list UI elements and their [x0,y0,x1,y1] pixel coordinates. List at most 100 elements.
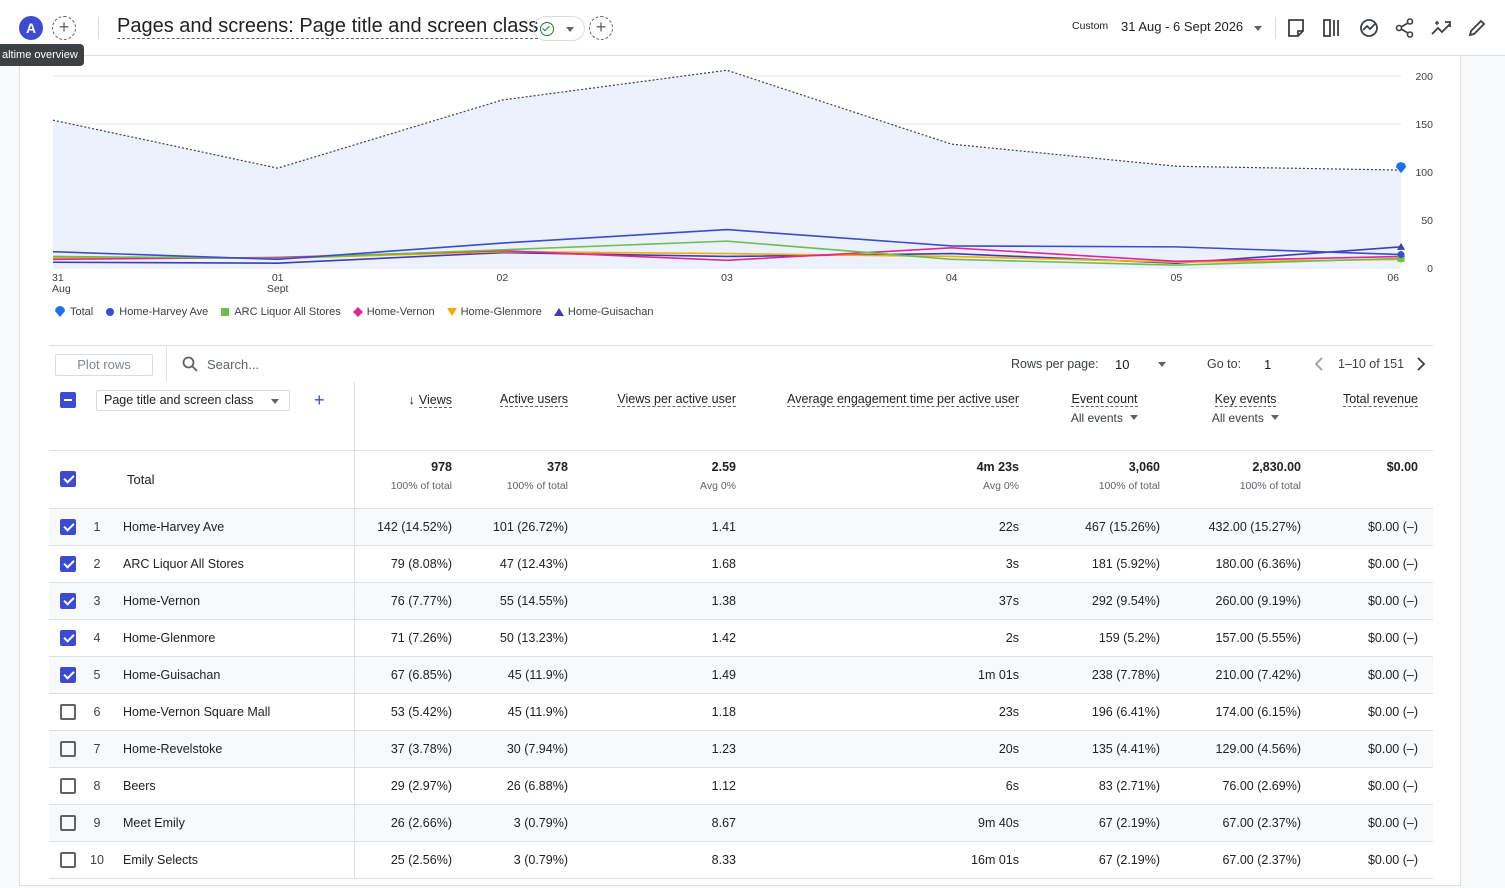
y-tick-label: 200 [1415,71,1433,83]
plot-rows-button[interactable]: Plot rows [55,354,153,376]
chevron-down-icon[interactable] [1158,362,1166,367]
avatar[interactable]: A [19,16,43,40]
total-events-sub: 100% of total [1098,479,1160,492]
series-line[interactable] [52,247,1402,263]
key-events-header[interactable]: Key events All events [1175,382,1316,451]
event-count-filter[interactable]: All events [1034,411,1175,425]
row-index: 5 [85,656,109,694]
legend-item[interactable]: Home-Guisachan [553,306,653,318]
views-per-user-cell: 8.67 [583,804,751,842]
page-title-cell[interactable]: Home-Vernon Square Mall [109,693,355,731]
page-title[interactable]: Pages and screens: Page title and screen… [117,15,539,39]
row-checkbox[interactable] [60,592,76,609]
page-title-cell[interactable]: Beers [109,767,355,805]
goto-input[interactable]: 1 [1264,357,1272,372]
row-checkbox[interactable] [60,518,76,535]
legend-label: Home-Vernon [366,306,435,318]
table-row[interactable]: 2 ARC Liquor All Stores 79 (8.08%) 47 (12.4… [49,545,1433,583]
series-line[interactable] [52,228,1402,261]
row-checkbox[interactable] [60,666,76,683]
event-count-cell: 292 (9.54%) [1034,582,1175,620]
series-end-marker [1397,242,1405,250]
revenue-header[interactable]: Total revenue [1316,382,1433,451]
total-aet-value: 4m 23s [976,459,1019,474]
table-row[interactable]: 4 Home-Glenmore 71 (7.26%) 50 (13.23%) 1.42 2… [49,619,1433,657]
table-row[interactable]: 1 Home-Harvey Ave 142 (14.52%) 101 (26.72%)… [49,508,1433,546]
dimension-select[interactable]: Page title and screen class [96,390,290,411]
table-row[interactable]: 10 Emily Selects 25 (2.56%) 3 (0.79%) 8.33 16… [49,841,1433,879]
chevron-down-icon [1254,26,1262,31]
key-events-cell: 67.00 (2.37%) [1175,804,1316,842]
row-checkbox-cell [49,693,85,731]
page-title-cell[interactable]: Emily Selects [109,841,355,879]
add-filter-button[interactable]: + [589,16,613,40]
active-users-header[interactable]: Active users [467,382,583,451]
page-title-cell[interactable]: Home-Harvey Ave [109,508,355,546]
engagement-time-header[interactable]: Average engagement time per active user [751,382,1034,451]
page-title-cell[interactable]: Home-Guisachan [109,656,355,694]
legend-item[interactable]: Home-Vernon [352,306,435,318]
table-row[interactable]: 3 Home-Vernon 76 (7.77%) 55 (14.55%) 1.38 37s… [49,582,1433,620]
page-title-cell[interactable]: Home-Glenmore [109,619,355,657]
search-input[interactable] [207,354,507,375]
revenue-cell: $0.00 (–) [1316,730,1433,768]
table-row[interactable]: 7 Home-Revelstoke 37 (3.78%) 30 (7.94%) 1.23… [49,730,1433,768]
row-checkbox[interactable] [60,851,76,868]
table-row[interactable]: 5 Home-Guisachan 67 (6.85%) 45 (11.9%) 1.49 1… [49,656,1433,694]
row-checkbox[interactable] [60,629,76,646]
add-comparison-button[interactable]: + [52,16,76,40]
legend-item[interactable]: Total [54,306,93,318]
compare-icon[interactable] [1321,17,1343,39]
legend-item[interactable]: Home-Glenmore [446,306,542,318]
page-title-cell[interactable]: Home-Vernon [109,582,355,620]
revenue-cell: $0.00 (–) [1316,582,1433,620]
total-key-value: 2,830.00 [1252,459,1301,474]
row-checkbox-cell [49,656,85,694]
event-filter-label: All events [1070,411,1123,425]
key-events-cell: 432.00 (15.27%) [1175,508,1316,546]
table-row[interactable]: 8 Beers 29 (2.97%) 26 (6.88%) 1.12 6s 83 (2.71… [49,767,1433,805]
page-title-cell[interactable]: ARC Liquor All Stores [109,545,355,583]
date-range-picker[interactable]: Custom 31 Aug - 6 Sept 2026 [1068,16,1266,40]
page-title-cell[interactable]: Home-Revelstoke [109,730,355,768]
event-count-header[interactable]: Event count All events [1034,382,1175,451]
views-header[interactable]: ↓ Views [354,382,467,451]
series-line-total[interactable] [52,69,1402,171]
y-tick-label: 50 [1421,215,1433,227]
total-area [53,70,1401,269]
total-checkbox[interactable] [60,471,76,487]
edit-icon[interactable] [1466,17,1488,39]
active-users-cell: 26 (6.88%) [467,767,583,805]
next-page-icon[interactable] [1413,355,1429,373]
views-cell: 79 (8.08%) [354,545,467,583]
report-status-dropdown[interactable] [533,16,585,41]
customize-chart-icon[interactable] [1358,17,1380,39]
series-line[interactable] [52,246,1402,265]
row-checkbox[interactable] [60,703,76,720]
chevron-down-icon [1130,415,1139,420]
event-count-cell: 196 (6.41%) [1034,693,1175,731]
legend-item[interactable]: ARC Liquor All Stores [220,306,341,318]
add-dimension-button[interactable]: + [314,390,325,410]
select-all-checkbox[interactable] [60,392,76,408]
row-checkbox[interactable] [60,555,76,572]
insights-note-icon[interactable] [1285,17,1307,39]
series-line[interactable] [52,240,1402,266]
legend-label: Home-Harvey Ave [119,306,209,318]
row-checkbox[interactable] [60,740,76,757]
page-title-cell[interactable]: Meet Emily [109,804,355,842]
legend-item[interactable]: Home-Harvey Ave [105,306,208,318]
total-vpau-value: 2.59 [711,459,736,474]
views-per-user-header[interactable]: Views per active user [583,382,751,451]
previous-page-icon[interactable] [1311,355,1327,373]
row-checkbox[interactable] [60,814,76,831]
trend-icon[interactable] [1430,17,1452,39]
total-vpau: 2.59 Avg 0% [583,450,751,509]
table-row[interactable]: 9 Meet Emily 26 (2.66%) 3 (0.79%) 8.67 9m 40s… [49,804,1433,842]
table-row[interactable]: 6 Home-Vernon Square Mall 53 (5.42%) 45 (11… [49,693,1433,731]
y-tick-label: 150 [1415,119,1433,131]
row-checkbox[interactable] [60,777,76,794]
rows-per-page-select[interactable]: 10 [1115,357,1130,372]
share-icon[interactable] [1394,17,1416,39]
key-events-filter[interactable]: All events [1175,411,1316,425]
